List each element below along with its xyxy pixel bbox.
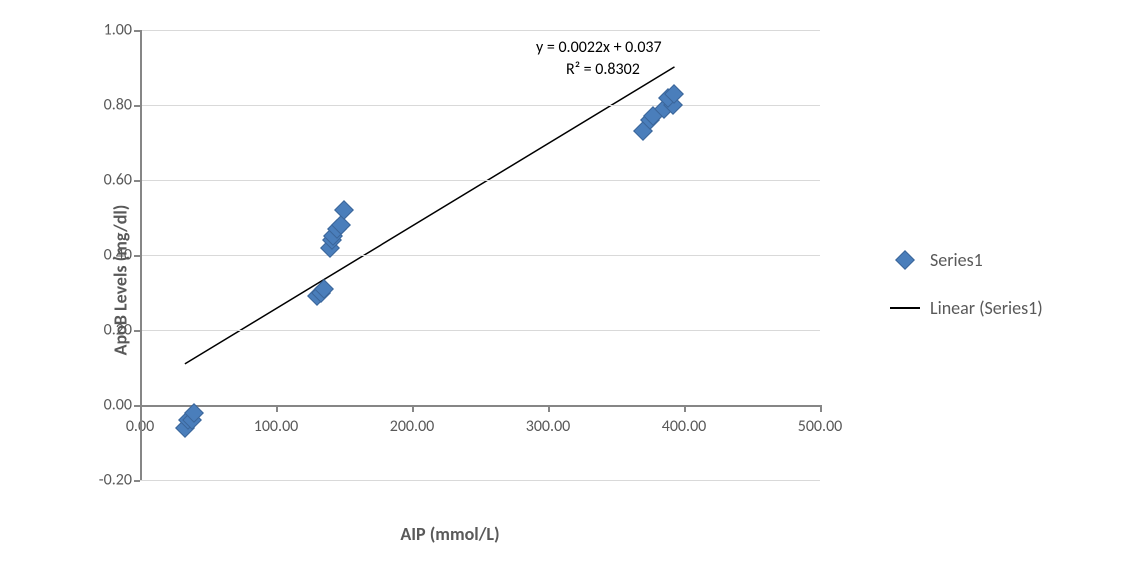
gridline-h bbox=[140, 105, 820, 106]
y-tick-label: 0.20 bbox=[104, 321, 132, 340]
y-tick-mark bbox=[134, 180, 140, 182]
diamond-icon bbox=[895, 250, 915, 270]
y-tick-label: 0.80 bbox=[104, 96, 132, 115]
x-tick-label: 300.00 bbox=[526, 417, 571, 436]
y-tick-label: 0.40 bbox=[104, 246, 132, 265]
x-tick-mark bbox=[820, 405, 822, 412]
line-icon bbox=[890, 307, 920, 309]
y-tick-mark bbox=[134, 330, 140, 332]
trendline-r-squared: R² = 0.8302 bbox=[566, 60, 640, 79]
gridline-h bbox=[140, 330, 820, 331]
plot-area: y = 0.0022x + 0.037 R² = 0.8302 -0.200.0… bbox=[140, 30, 820, 480]
gridline-h bbox=[140, 30, 820, 31]
y-axis-line bbox=[140, 30, 142, 480]
x-tick-mark bbox=[684, 405, 686, 412]
y-tick-mark bbox=[134, 480, 140, 482]
x-tick-label: 400.00 bbox=[662, 417, 707, 436]
y-tick-mark bbox=[134, 255, 140, 257]
chart-container: ApoB Levels (mg/dl) AIP (mmol/L) y = 0.0… bbox=[40, 10, 860, 550]
gridline-h bbox=[140, 480, 820, 481]
legend-label-series: Series1 bbox=[930, 249, 983, 271]
legend-item-series: Series1 bbox=[890, 240, 1043, 280]
legend-label-trendline: Linear (Series1) bbox=[930, 297, 1043, 319]
y-tick-label: 0.60 bbox=[104, 171, 132, 190]
y-tick-mark bbox=[134, 105, 140, 107]
y-tick-label: -0.20 bbox=[99, 471, 132, 490]
x-tick-mark bbox=[412, 405, 414, 412]
y-tick-label: 1.00 bbox=[104, 21, 132, 40]
x-tick-label: 500.00 bbox=[798, 417, 843, 436]
data-point bbox=[334, 200, 354, 220]
x-tick-label: 200.00 bbox=[390, 417, 435, 436]
y-tick-label: 0.00 bbox=[104, 396, 132, 415]
x-tick-mark bbox=[548, 405, 550, 412]
x-axis-line bbox=[140, 405, 820, 407]
x-axis-label: AIP (mmol/L) bbox=[400, 523, 499, 545]
legend: Series1 Linear (Series1) bbox=[890, 240, 1043, 336]
gridline-h bbox=[140, 255, 820, 256]
y-tick-mark bbox=[134, 30, 140, 32]
y-tick-mark bbox=[134, 405, 140, 407]
x-tick-mark bbox=[276, 405, 278, 412]
trendline-equation: y = 0.0022x + 0.037 bbox=[536, 38, 662, 57]
legend-item-trendline: Linear (Series1) bbox=[890, 288, 1043, 328]
x-tick-label: 100.00 bbox=[254, 417, 299, 436]
gridline-h bbox=[140, 180, 820, 181]
